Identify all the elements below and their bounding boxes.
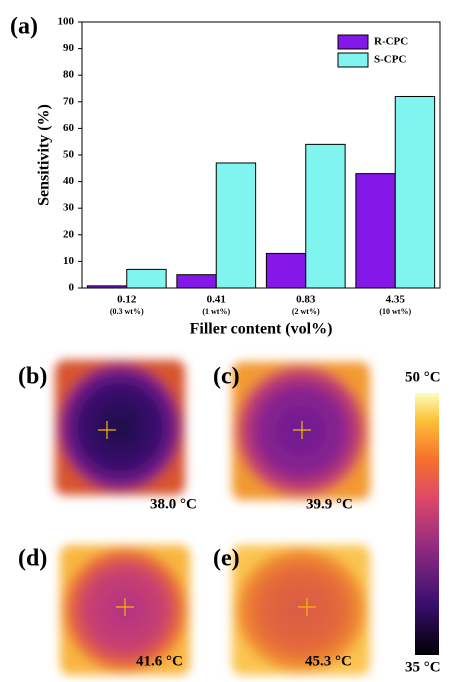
panel-label: (b): [18, 364, 47, 390]
x-tick-note: (2 wt%): [292, 307, 320, 316]
temperature: 38.0 °C: [150, 496, 197, 512]
panel-label: (c): [213, 364, 240, 390]
colorbar-max: 50 °C: [405, 369, 441, 385]
y-tick-label: 60: [63, 122, 75, 134]
temperature: 45.3 °C: [305, 653, 352, 669]
thermal-image: [55, 360, 185, 495]
x-tick-label: 4.35: [386, 294, 406, 306]
panel-label: (a): [10, 14, 38, 40]
bar: [216, 163, 255, 288]
x-tick-label: 0.41: [207, 294, 226, 306]
y-tick-label: 0: [69, 282, 75, 294]
y-tick-label: 30: [63, 202, 75, 214]
y-tick-label: 50: [63, 149, 75, 161]
bar: [306, 144, 345, 288]
legend-swatch: [338, 53, 368, 67]
y-tick-label: 40: [63, 175, 75, 187]
figure: (a) 0 10 20 30 40 50 60 70 80 90 100 Sensitivity (%)…: [0, 0, 454, 682]
bar: [177, 275, 216, 288]
x-tick-label: 0.83: [296, 294, 316, 306]
legend-swatch: [338, 35, 368, 49]
y-tick-label: 20: [63, 228, 75, 240]
bar: [356, 174, 395, 288]
temperature: 39.9 °C: [306, 496, 353, 512]
x-tick-label: 0.12: [117, 294, 137, 306]
y-tick-label: 80: [63, 69, 75, 81]
bar: [266, 253, 305, 288]
x-axis-label: Filler content (vol%): [190, 321, 333, 338]
thermal-panels: (b) (c) (d) (e) 38.0 °C 39.9 °C 41.6 °C …: [18, 360, 441, 675]
bar: [395, 96, 434, 288]
x-tick-note: (0.3 wt%): [110, 307, 144, 316]
y-tick-label: 100: [58, 16, 75, 28]
x-tick-note: (1 wt%): [202, 307, 230, 316]
y-tick-label: 90: [63, 42, 75, 54]
bar: [127, 269, 166, 288]
bar-chart: (a) 0 10 20 30 40 50 60 70 80 90 100 Sensitivity (%)…: [10, 14, 440, 338]
thermal-image: [232, 362, 370, 500]
panel-label: (e): [213, 546, 240, 572]
y-axis-label: Sensitivity (%): [36, 104, 53, 206]
temperature: 41.6 °C: [136, 653, 183, 669]
colorbar-min: 35 °C: [405, 659, 441, 675]
panel-label: (d): [18, 546, 47, 572]
y-tick-label: 70: [63, 95, 75, 107]
colorbar: [415, 393, 439, 655]
legend-label: R-CPC: [374, 36, 408, 48]
y-tick-label: 10: [63, 255, 75, 267]
legend-label: S-CPC: [374, 54, 406, 66]
x-tick-note: (10 wt%): [379, 307, 411, 316]
